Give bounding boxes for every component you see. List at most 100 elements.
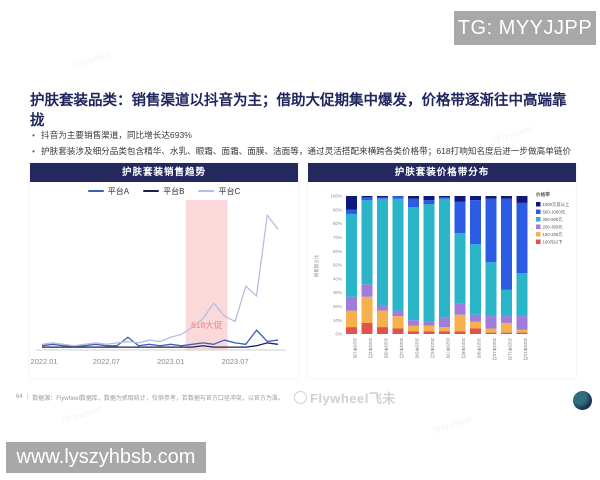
bar-segment [501,198,512,290]
bar-segment [516,316,528,330]
x-category-label: 2023年1月 [351,338,358,358]
bar-segment [501,322,512,333]
bar-segment [346,310,357,328]
bar-segment [439,317,450,328]
legend-item: 平台B [143,186,184,197]
bar-legend-label: 100-200元 [543,232,564,238]
bar-segment [516,329,528,333]
bar-segment [454,314,466,332]
bar-segment [361,296,373,323]
bar-segment [423,331,435,334]
y-axis-title: 销售额占比 [313,254,320,277]
bar-segment [454,233,466,304]
bar-segment [423,325,435,332]
flywheel-watermark: ©Flywheel [69,48,113,72]
bar-segment [485,332,497,334]
bar-segment [439,198,450,318]
bar-segment [516,273,528,317]
bar-legend-swatch [536,224,541,229]
bar-legend-swatch [536,217,541,222]
bar-segment [454,331,466,334]
x-category-label: 2023年8月 [460,338,467,358]
bar-segment [346,196,357,210]
bar-legend-swatch [536,232,541,237]
y-tick-label: 70% [333,235,342,240]
x-category-label: 2023年2月 [367,338,374,358]
bar-segment [439,197,450,199]
bar-segment [439,331,450,334]
bar-segment [470,196,481,201]
bar-segment [392,310,404,317]
bar-segment [361,322,373,334]
footer: 64 | 数据源：Flywheel数据库，数据为抓取统计，仅供参考，若数据与官方… [16,387,592,410]
bar-segment [485,196,497,199]
flywheel-ring-icon [293,390,307,404]
bar-legend-label: 500-1000元 [543,210,566,216]
bar-segment [485,262,497,317]
bar-segment [408,320,419,326]
bar-segment [470,314,481,322]
bar-segment [501,332,512,334]
bar-segment [392,198,404,311]
y-tick-label: 20% [333,304,342,309]
band-label-618: 618大促 [191,320,223,330]
bar-segment [346,209,357,214]
flywheel-brand-text: Flywheel飞未 [309,390,396,406]
legend-swatch [143,190,160,192]
bar-segment [501,196,512,199]
bar-segment [377,198,388,306]
bar-segment [516,196,528,203]
bar-segment [408,325,419,332]
y-tick-label: 100% [330,194,342,199]
bar-segment [423,321,435,326]
bar-segment [392,196,404,199]
bar-segment [392,328,404,334]
legend-swatch [198,190,215,192]
x-category-label: 2023年7月 [444,338,451,358]
url-badge: www.lyszyhbsb.com [6,442,206,473]
bar-segment [346,327,357,334]
bar-legend-label: 300-500元 [543,217,564,223]
sales-trend-title: 护肤套装销售趋势 [30,163,298,182]
bullet-dot: • [32,146,36,157]
x-tick-label: 2022.07 [93,357,120,366]
bar-legend-title: 价格带 [536,191,550,198]
x-category-label: 2023年6月 [429,338,436,358]
x-category-label: 2023年5月 [413,338,420,358]
y-tick-label: 80% [333,221,342,226]
bullet-text: 抖音为主要销售渠道，同比增长达693% [41,130,192,140]
x-tick-label: 2023.01 [157,357,184,366]
sales-trend-panel: 护肤套装销售趋势 平台A 平台B 平台C 618大促 2022.01 2022.07 20… [30,163,298,378]
line-series-平台A [41,329,279,347]
bar-segment [408,198,419,208]
bar-segment [485,198,497,263]
bar-segment [485,316,497,329]
bar-segment [516,332,528,334]
bar-segment [346,213,357,297]
bar-segment [470,200,481,245]
x-category-label: 2023年10月 [491,338,498,360]
price-band-panel: 护肤套装价格带分布 0% 10% 20% 30% 40% 50% 60% 70% 80% 90% 1… [308,163,576,378]
bar-segment [454,303,466,315]
bullet-item: • 抖音为主要销售渠道，同比增长达693% [32,127,577,143]
legend-item: 平台A [87,186,130,197]
bar-segment [408,196,419,199]
x-category-label: 2023年3月 [382,338,389,358]
slide-title: 护肤套装品类：销售渠道以抖音为主；借助大促期集中爆发，价格带逐渐往中高端靠拢 [30,93,567,129]
bar-segment [392,316,404,329]
bar-segment [470,321,481,329]
sales-trend-legend: 平台A 平台B 平台C [30,184,298,198]
x-category-label: 2023年11月 [506,338,513,360]
bar-segment [346,296,357,311]
bar-segment [377,327,388,334]
y-tick-label: 60% [333,249,342,254]
bar-legend-swatch [536,239,541,244]
bar-legend-label: 1000元及以上 [543,201,570,208]
x-category-label: 2023年9月 [475,338,482,358]
bar-segment [501,316,512,323]
bar-segment [361,284,373,297]
y-tick-label: 90% [333,207,342,212]
legend-label: 平台A [107,186,130,196]
bar-legend-swatch [536,209,541,214]
bar-segment [361,197,373,201]
